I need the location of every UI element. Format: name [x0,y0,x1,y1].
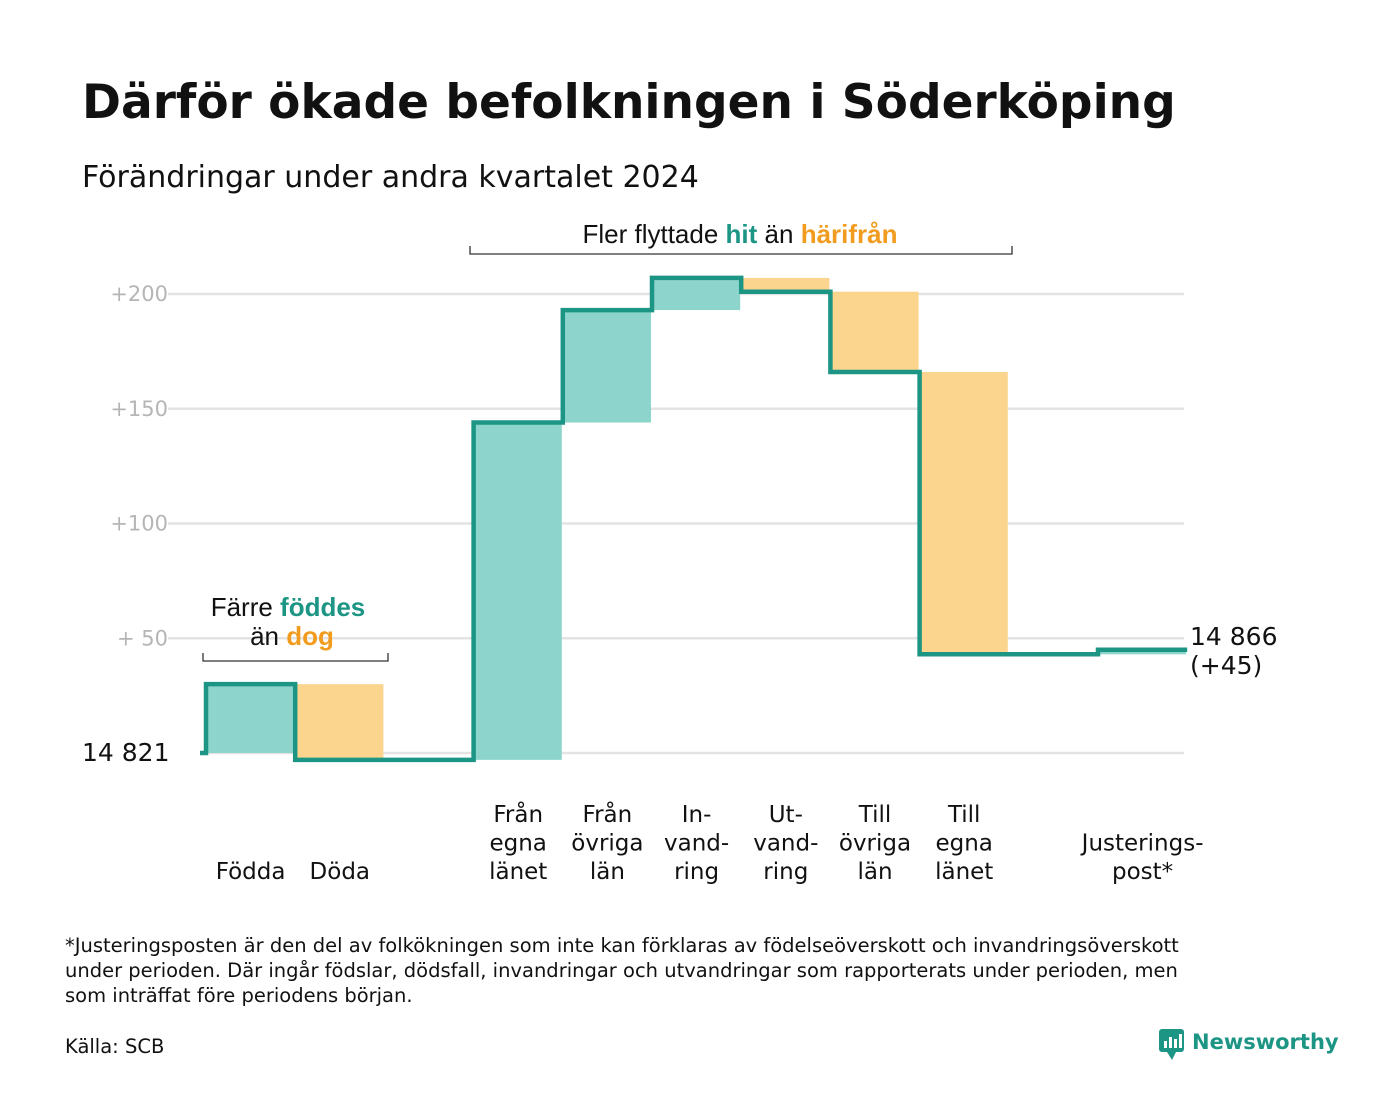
category-label: Justerings- [1080,831,1204,857]
category-label: post* [1112,859,1173,885]
bar-från-egna-länet [473,422,562,760]
footnote: *Justeringsposten är den del av folkökni… [65,934,1179,1007]
brand-name: Newsworthy [1192,1030,1339,1054]
category-label: Till [858,802,892,828]
migration-annotation: Fler flyttade hit än härifrån [469,219,1013,255]
natural-annotation-line1: Färre föddes [211,592,366,622]
category-label: vand- [753,831,818,857]
natural-bracket [202,653,389,662]
brand-logo: Newsworthy [1159,1029,1339,1060]
source-label: Källa: SCB [65,1035,164,1058]
y-tick-labels: + 50 +100 +150 +200 [110,282,168,650]
bar-in-vand-ring [652,277,741,311]
y-tick-label: +200 [110,282,168,306]
cumulative-step-line [200,275,1188,763]
chart-subtitle: Förändringar under andra kvartalet 2024 [82,160,699,195]
category-label: In- [682,802,712,828]
category-label: vand- [664,831,729,857]
bar-födda [206,684,295,753]
end-change-label: (+45) [1190,651,1262,680]
category-label: Födda [216,859,286,885]
category-label: län [590,859,625,885]
y-tick-label: + 50 [117,626,168,650]
footnote-line-2: under perioden. Där ingår födslar, dödsf… [65,959,1178,982]
natural-annotation: Färre föddes än dog [202,592,389,662]
newsworthy-logo-icon [1159,1029,1184,1060]
category-labels: Födda DödaFrånegnalänetFrånövrigalänIn-va… [216,800,1204,885]
bar-justerings-post- [1098,649,1187,655]
bars [206,277,1187,760]
migration-bracket [469,246,1013,255]
category-label: länet [935,859,993,885]
category-label: övriga [571,831,643,857]
category-label: egna [489,831,546,857]
end-value-label: 14 866 [1190,622,1277,651]
footnote-line-3: som inträffat före periodens början. [65,984,413,1007]
bar-till-egna-länet [919,372,1008,655]
category-label: ring [763,859,808,885]
bar-ut-vand-ring [741,277,830,292]
start-value-label: 14 821 [82,738,169,767]
category-label: Döda [310,859,370,885]
category-label: Ut- [769,802,803,828]
footnote-line-1: *Justeringsposten är den del av folkökni… [65,934,1179,957]
chart-title: Därför ökade befolkningen i Söderköping [82,75,1176,130]
step-line [200,275,1188,763]
category-label: län [857,859,892,885]
y-tick-label: +150 [110,397,168,421]
category-label: Till [947,802,981,828]
y-tick-label: +100 [110,512,168,536]
bar-till-övriga-län [830,291,919,373]
category-label: länet [489,859,547,885]
category-label: ring [674,859,719,885]
category-label: Från [583,800,633,828]
migration-annotation-text: Fler flyttade hit än härifrån [582,219,897,249]
category-label: egna [935,831,992,857]
category-label: Från [493,800,543,828]
bar-döda [295,684,384,760]
natural-annotation-line2: än dog [250,621,334,651]
category-label: övriga [839,831,911,857]
bar-från-övriga-län [562,310,651,423]
